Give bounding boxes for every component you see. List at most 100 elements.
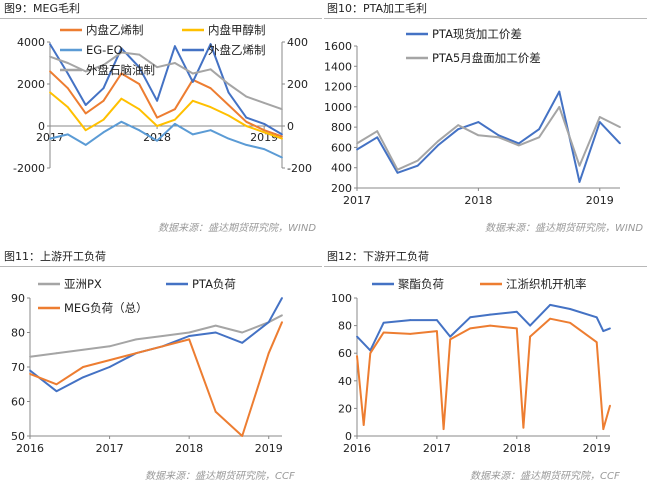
data-point bbox=[356, 142, 358, 145]
data-point bbox=[227, 137, 230, 140]
data-point bbox=[538, 128, 540, 131]
title-divider bbox=[0, 266, 322, 267]
data-point bbox=[66, 133, 69, 136]
data-point bbox=[191, 99, 194, 102]
series-line-2 bbox=[49, 120, 283, 159]
data-point bbox=[102, 131, 105, 134]
data-point bbox=[49, 55, 51, 58]
x-tick-label: 2018 bbox=[143, 131, 171, 144]
series-line-1 bbox=[356, 317, 611, 431]
data-point bbox=[209, 129, 212, 132]
data-point bbox=[102, 64, 105, 66]
data-point bbox=[477, 121, 480, 123]
data-point bbox=[245, 116, 248, 119]
data-point bbox=[84, 104, 87, 106]
data-point bbox=[191, 81, 194, 83]
data-point bbox=[108, 366, 111, 368]
data-point bbox=[595, 341, 598, 344]
data-point bbox=[356, 355, 358, 357]
y-tick-label: 40 bbox=[338, 375, 352, 388]
data-point bbox=[515, 310, 518, 313]
data-point bbox=[619, 126, 621, 129]
data-point bbox=[437, 144, 439, 147]
y-tick-label: 50 bbox=[11, 430, 25, 443]
data-point bbox=[84, 70, 87, 73]
data-point bbox=[209, 87, 212, 90]
data-point bbox=[598, 116, 601, 118]
data-point bbox=[602, 428, 605, 430]
data-point bbox=[457, 128, 460, 131]
legend-label: 聚酯负荷 bbox=[398, 277, 444, 291]
data-point bbox=[598, 121, 601, 123]
data-point bbox=[489, 324, 492, 327]
data-point bbox=[369, 352, 372, 355]
data-point bbox=[356, 335, 358, 338]
data-point bbox=[416, 159, 419, 162]
data-point bbox=[241, 331, 244, 334]
data-point bbox=[120, 51, 123, 54]
x-tick-label: 2019 bbox=[583, 442, 611, 455]
y-tick-label: 90 bbox=[11, 292, 25, 305]
data-point bbox=[82, 366, 84, 368]
data-point bbox=[174, 118, 176, 121]
series-line-4 bbox=[49, 51, 283, 111]
data-point bbox=[245, 120, 248, 123]
data-point bbox=[214, 324, 217, 327]
data-point bbox=[108, 345, 111, 348]
data-point bbox=[102, 118, 105, 121]
y-tick-label: 60 bbox=[11, 396, 25, 409]
y-tick-label: 60 bbox=[338, 347, 352, 360]
data-point bbox=[267, 321, 270, 324]
data-point bbox=[227, 83, 230, 85]
legend-label: PTA现货加工价差 bbox=[432, 27, 522, 41]
data-point bbox=[477, 134, 480, 137]
data-point bbox=[549, 304, 551, 306]
data-point bbox=[517, 144, 520, 147]
data-point bbox=[245, 144, 248, 146]
x-tick-label: 2017 bbox=[96, 442, 124, 455]
legend-label: PTA负荷 bbox=[192, 277, 236, 291]
legend-label: 外盘石脑油制 bbox=[86, 63, 155, 77]
data-point bbox=[29, 369, 31, 372]
data-point bbox=[602, 330, 605, 333]
data-point bbox=[188, 335, 191, 337]
data-point bbox=[49, 137, 51, 140]
x-tick-label: 2019 bbox=[255, 442, 283, 455]
data-point bbox=[376, 130, 379, 133]
x-tick-label: 2016 bbox=[343, 442, 371, 455]
data-point bbox=[49, 91, 51, 94]
data-point bbox=[174, 108, 176, 111]
data-point bbox=[396, 171, 399, 174]
data-point bbox=[449, 338, 452, 341]
data-point bbox=[209, 68, 212, 71]
data-point bbox=[209, 43, 212, 45]
data-point bbox=[396, 168, 399, 171]
data-point bbox=[156, 99, 158, 102]
data-point bbox=[84, 129, 87, 132]
data-point bbox=[558, 90, 561, 93]
data-point bbox=[120, 120, 123, 123]
data-point bbox=[578, 164, 581, 167]
data-point bbox=[227, 91, 230, 94]
y-tick-label: 200 bbox=[331, 182, 352, 195]
data-point bbox=[281, 156, 283, 159]
data-point bbox=[227, 104, 230, 106]
data-point bbox=[156, 116, 158, 119]
data-point bbox=[66, 106, 69, 108]
data-point bbox=[191, 133, 194, 136]
data-point bbox=[457, 124, 460, 127]
panel-title: 图9：MEG毛利 bbox=[4, 2, 80, 15]
series-line-3 bbox=[49, 43, 283, 136]
data-point bbox=[55, 390, 58, 393]
data-point bbox=[174, 45, 176, 48]
data-point bbox=[538, 136, 540, 139]
data-point bbox=[102, 87, 105, 90]
data-point bbox=[569, 321, 571, 324]
data-point bbox=[84, 112, 87, 115]
panel-title: 图11：上游开工负荷 bbox=[4, 250, 106, 263]
data-point bbox=[209, 106, 212, 108]
data-point bbox=[138, 83, 141, 85]
series-line-1 bbox=[356, 105, 621, 171]
y2-tick-label: 200 bbox=[287, 78, 308, 91]
data-point bbox=[29, 373, 31, 375]
